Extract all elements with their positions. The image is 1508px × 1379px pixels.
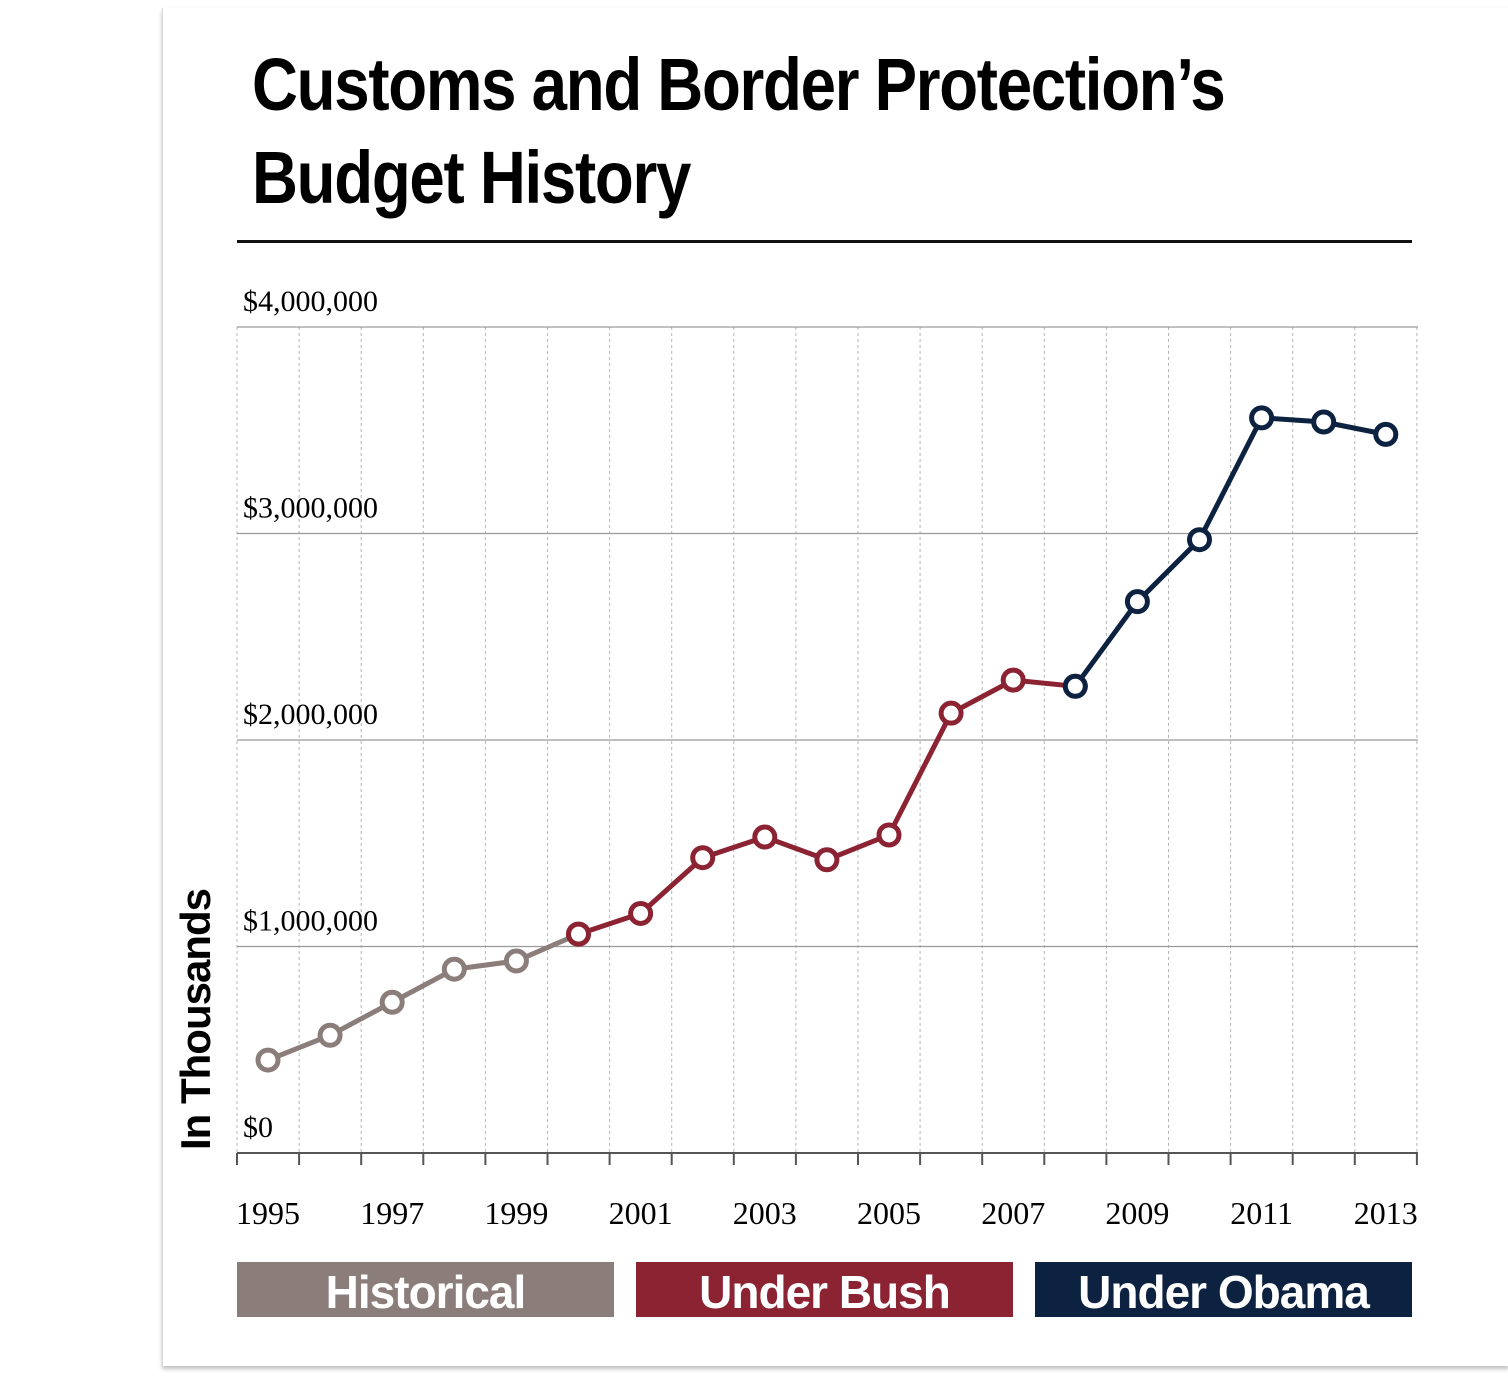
y-axis-label: In Thousands xyxy=(172,889,219,1150)
data-point xyxy=(379,989,405,1015)
title-rule xyxy=(237,240,1412,243)
y-tick-label: $4,000,000 xyxy=(243,285,378,318)
y-tick-label: $1,000,000 xyxy=(243,905,378,938)
data-point xyxy=(317,1022,343,1048)
data-point xyxy=(255,1047,281,1073)
data-point xyxy=(938,700,964,726)
legend-under-bush: Under Bush xyxy=(636,1262,1013,1318)
x-tick-label: 2007 xyxy=(981,1195,1045,1231)
data-point xyxy=(814,847,840,873)
data-point xyxy=(1249,405,1275,431)
x-tick-label: 2009 xyxy=(1105,1195,1169,1231)
data-point xyxy=(441,956,467,982)
x-tick-label: 1997 xyxy=(360,1195,424,1231)
x-tick-label: 2003 xyxy=(733,1195,797,1231)
y-tick-label: $2,000,000 xyxy=(243,698,378,731)
x-tick-label: 2011 xyxy=(1230,1195,1293,1231)
x-tick-label: 2005 xyxy=(857,1195,921,1231)
x-tick-label: 2013 xyxy=(1354,1195,1418,1231)
x-tick-label: 2001 xyxy=(609,1195,673,1231)
x-tick-label: 1999 xyxy=(484,1195,548,1231)
data-point xyxy=(1311,409,1337,435)
y-tick-label: $0 xyxy=(243,1111,273,1144)
data-point xyxy=(876,822,902,848)
data-point xyxy=(1373,421,1399,447)
data-point xyxy=(503,948,529,974)
chart-card xyxy=(162,8,1508,1366)
data-point xyxy=(1000,667,1026,693)
data-point xyxy=(1062,673,1088,699)
chart-title: Customs and Border Protection’s Budget H… xyxy=(252,43,1226,219)
data-point xyxy=(566,921,591,947)
data-point xyxy=(752,824,778,850)
data-point xyxy=(690,845,716,871)
x-tick-label: 1995 xyxy=(236,1195,300,1231)
data-point xyxy=(1187,527,1212,553)
series-line xyxy=(577,677,1076,937)
legend-under-obama: Under Obama xyxy=(1035,1262,1412,1318)
data-point xyxy=(628,900,654,926)
legend-historical: Historical xyxy=(237,1262,614,1318)
data-point xyxy=(1124,589,1150,615)
y-tick-label: $3,000,000 xyxy=(243,492,378,525)
